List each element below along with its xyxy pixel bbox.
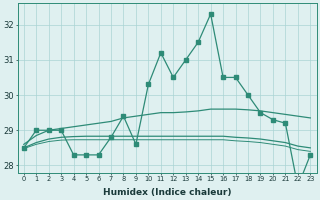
X-axis label: Humidex (Indice chaleur): Humidex (Indice chaleur) [103, 188, 231, 197]
